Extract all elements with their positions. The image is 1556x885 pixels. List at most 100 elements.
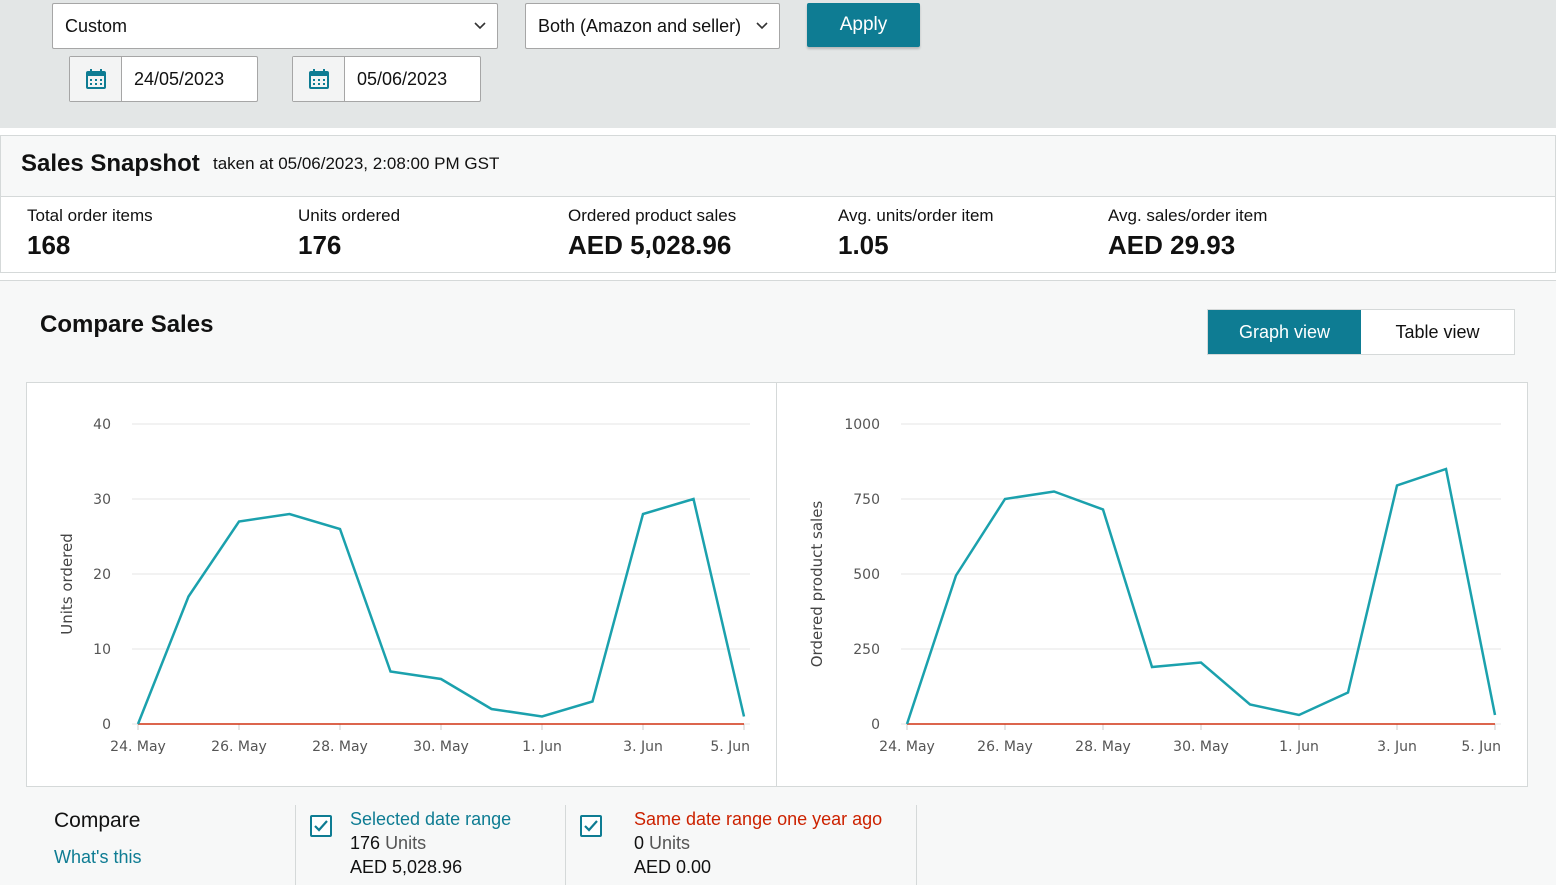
y-tick-label: 1000 <box>844 417 880 433</box>
y-tick-label: 20 <box>93 567 111 583</box>
selected-range-checkbox[interactable] <box>310 815 332 837</box>
fulfillment-select-value: Both (Amazon and seller) <box>538 16 742 36</box>
compare-sales-panel: Compare Sales Graph view Table view 0 10 2… <box>0 280 1556 885</box>
data-point <box>1052 490 1056 494</box>
ordered-product-sales-chart: 0 250 500 750 1000 24. May 26. May 28. May 30. M… <box>776 382 1528 787</box>
y-tick-label: 10 <box>93 642 111 658</box>
x-tick-label: 26. May <box>977 739 1033 755</box>
data-point <box>905 722 909 726</box>
data-point <box>389 670 393 674</box>
apply-button[interactable]: Apply <box>807 3 920 47</box>
selected-range-legend: Selected date range 176 Units AED 5,028.… <box>350 807 511 879</box>
x-tick-label: 1. Jun <box>522 739 562 755</box>
x-tick-label: 5. Jun <box>1461 739 1501 755</box>
data-point <box>1346 691 1350 695</box>
y-tick-label: 750 <box>853 492 880 508</box>
selected-range-sales: AED 5,028.96 <box>350 857 463 877</box>
chevron-down-icon <box>474 22 486 30</box>
y-tick-label: 500 <box>853 567 880 583</box>
y-tick-label: 30 <box>93 492 111 508</box>
data-point <box>1101 508 1105 512</box>
x-tick-label: 3. Jun <box>1377 739 1417 755</box>
calendar-icon[interactable] <box>293 57 345 101</box>
date-from-value: 24/05/2023 <box>134 69 225 89</box>
checkmark-icon <box>314 820 328 832</box>
snapshot-header: Sales Snapshot taken at 05/06/2023, 2:08… <box>1 136 1555 197</box>
divider <box>565 805 566 885</box>
date-to-value: 05/06/2023 <box>357 69 448 89</box>
metric-label: Avg. sales/order item <box>1108 206 1268 225</box>
y-tick-label: 0 <box>871 717 880 733</box>
units-ordered-chart-svg: 0 10 20 30 40 24. May 26. May 28. May 30. May 1. … <box>58 417 750 755</box>
metric-label: Total order items <box>27 206 153 225</box>
graph-view-button[interactable]: Graph view <box>1208 310 1361 354</box>
data-point <box>540 715 544 719</box>
metric-value: 1.05 <box>838 230 889 260</box>
metric-units-ordered: Units ordered 176 <box>298 206 400 261</box>
data-point <box>692 497 696 501</box>
y-tick-label: 0 <box>102 717 111 733</box>
snapshot-title: Sales Snapshot <box>21 150 200 177</box>
fulfillment-select[interactable]: Both (Amazon and seller) <box>525 3 780 49</box>
data-point <box>490 707 494 711</box>
data-point <box>237 520 241 524</box>
metric-value: AED 5,028.96 <box>568 230 732 260</box>
metric-avg-sales-order-item: Avg. sales/order item AED 29.93 <box>1108 206 1267 261</box>
data-point <box>1395 484 1399 488</box>
compare-sales-title: Compare Sales <box>40 311 214 338</box>
sales-snapshot: Sales Snapshot taken at 05/06/2023, 2:08… <box>0 135 1556 273</box>
data-point <box>1199 661 1203 665</box>
y-axis-title: Units ordered <box>58 533 76 635</box>
x-tick-label: 28. May <box>312 739 368 755</box>
metric-total-order-items: Total order items 168 <box>27 206 153 261</box>
ordered-product-sales-chart-svg: 0 250 500 750 1000 24. May 26. May 28. May 30. M… <box>808 417 1501 755</box>
date-to-field[interactable]: 05/06/2023 <box>292 56 481 102</box>
x-tick-label: 5. Jun <box>710 739 750 755</box>
date-from-field[interactable]: 24/05/2023 <box>69 56 258 102</box>
x-tick-label: 1. Jun <box>1279 739 1319 755</box>
data-point <box>439 677 443 681</box>
data-point <box>742 715 746 719</box>
filter-bar: Custom Both (Amazon and seller) Apply 24… <box>0 0 1556 128</box>
last-year-checkbox[interactable] <box>580 815 602 837</box>
calendar-icon[interactable] <box>70 57 122 101</box>
y-tick-label: 250 <box>853 642 880 658</box>
divider <box>295 805 296 885</box>
metric-ordered-product-sales: Ordered product sales AED 5,028.96 <box>568 206 736 261</box>
units-value: 0 <box>634 833 645 853</box>
metric-label: Ordered product sales <box>568 206 737 225</box>
table-view-button[interactable]: Table view <box>1361 310 1514 354</box>
data-point <box>954 574 958 578</box>
date-range-select[interactable]: Custom <box>52 3 498 49</box>
data-point <box>1444 467 1448 471</box>
x-tick-label: 3. Jun <box>623 739 663 755</box>
y-axis-title: Ordered product sales <box>808 501 826 668</box>
metric-avg-units-order-item: Avg. units/order item 1.05 <box>838 206 994 261</box>
data-point <box>591 700 595 704</box>
compare-legend: Compare What's this Selected date range … <box>0 805 1556 885</box>
x-tick-label: 26. May <box>211 739 267 755</box>
last-year-sales: AED 0.00 <box>634 857 712 877</box>
metric-label: Units ordered <box>298 206 401 225</box>
data-point <box>1297 713 1301 717</box>
divider <box>916 805 917 885</box>
metric-value: 168 <box>27 230 71 260</box>
compare-label: Compare <box>54 809 141 832</box>
checkmark-icon <box>584 820 598 832</box>
selected-range-title: Selected date range <box>350 809 512 829</box>
selected-range-units: 176 Units <box>350 831 511 855</box>
series-line-current <box>905 467 1497 725</box>
date-range-select-value: Custom <box>65 16 128 36</box>
x-tick-label: 24. May <box>879 739 935 755</box>
whats-this-link[interactable]: What's this <box>54 847 142 867</box>
data-point <box>288 512 292 516</box>
units-value: 176 <box>350 833 381 853</box>
last-year-legend: Same date range one year ago 0 Units AED… <box>634 807 882 879</box>
series-line-current <box>136 497 746 725</box>
x-tick-label: 24. May <box>110 739 166 755</box>
data-point <box>1493 713 1497 717</box>
last-year-title: Same date range one year ago <box>634 809 883 829</box>
y-tick-label: 40 <box>93 417 111 433</box>
data-point <box>187 595 191 599</box>
units-ordered-chart: 0 10 20 30 40 24. May 26. May 28. May 30. May 1. … <box>26 382 777 787</box>
